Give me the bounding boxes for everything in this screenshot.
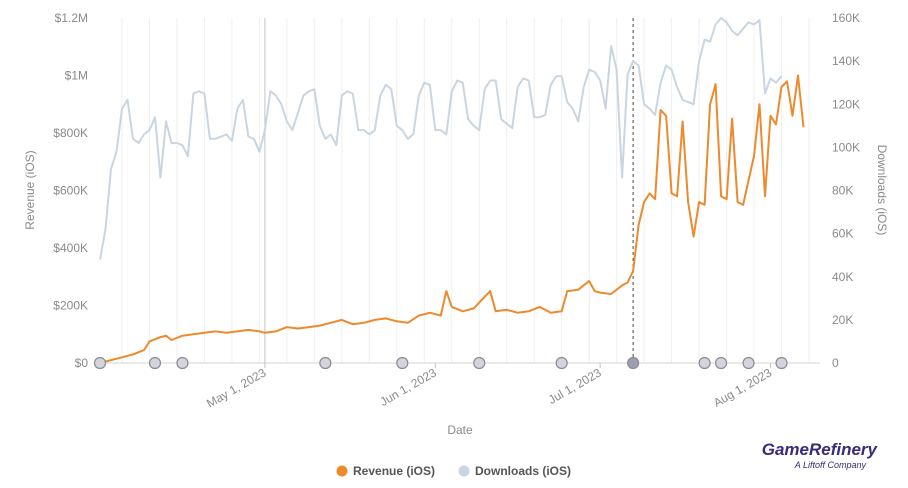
y-right-tick-label: 80K: [832, 184, 853, 198]
event-marker[interactable]: [742, 356, 755, 370]
legend-downloads-swatch: [458, 465, 470, 477]
y-right-tick-label: 60K: [832, 227, 853, 241]
brand-name: GameRefinery: [762, 440, 879, 459]
brand-logo: GameRefinery A Liftoff Company: [762, 440, 879, 470]
event-marker[interactable]: [148, 356, 162, 370]
y-right-tick-label: 100K: [832, 140, 860, 154]
y-axis-right-title: Downloads (iOS): [875, 145, 889, 236]
series-layer: [99, 17, 805, 364]
event-marker[interactable]: [319, 356, 332, 370]
revenue-line: [99, 74, 805, 364]
downloads-line: [99, 17, 783, 260]
legend-revenue-label: Revenue (iOS): [353, 464, 435, 478]
legend-item-revenue[interactable]: Revenue (iOS): [336, 464, 436, 478]
event-marker[interactable]: [396, 356, 409, 370]
reference-lines: [264, 18, 634, 363]
brand-tagline: A Liftoff Company: [794, 460, 867, 470]
y-right-tick-label: 20K: [832, 313, 853, 327]
x-axis: May 1, 2023 Jun 1, 2023 Jul 1, 2023 Aug 1, …: [204, 363, 774, 411]
y-right-tick-label: 40K: [832, 270, 853, 284]
event-marker[interactable]: [714, 356, 728, 370]
y-left-tick-label: $1M: [65, 69, 88, 83]
event-marker[interactable]: [775, 356, 788, 370]
x-tick-label: Jun 1, 2023: [377, 365, 439, 409]
y-right-tick-label: 0: [832, 356, 839, 370]
event-markers: [93, 356, 788, 370]
y-right-tick-label: 120K: [832, 97, 860, 111]
event-marker[interactable]: [698, 356, 711, 370]
x-axis-title: Date: [447, 423, 473, 437]
y-axis-left: $0 $200K $400K $600K $800K $1M $1.2M: [53, 11, 88, 370]
event-marker[interactable]: [176, 356, 189, 370]
event-marker[interactable]: [473, 356, 486, 370]
y-axis-right: 0 20K 40K 60K 80K 100K 120K 140K 160K: [832, 11, 860, 370]
y-left-tick-label: $1.2M: [55, 11, 88, 25]
grid: [100, 18, 820, 364]
event-marker[interactable]: [93, 356, 107, 370]
x-tick-label: May 1, 2023: [204, 365, 268, 410]
event-marker[interactable]: [555, 356, 568, 370]
y-left-tick-label: $0: [75, 356, 89, 370]
legend-downloads-label: Downloads (iOS): [475, 464, 571, 478]
y-right-tick-label: 140K: [832, 54, 860, 68]
y-left-tick-label: $600K: [53, 184, 88, 198]
y-left-tick-label: $400K: [53, 241, 88, 255]
x-tick-label: Jul 1, 2023: [546, 365, 604, 407]
legend: Revenue (iOS) Downloads (iOS): [336, 464, 572, 478]
y-left-tick-label: $200K: [53, 299, 88, 313]
y-right-tick-label: 160K: [832, 11, 860, 25]
y-axis-left-title: Revenue (iOS): [23, 150, 37, 229]
x-tick-label: Aug 1, 2023: [711, 365, 774, 410]
y-left-tick-label: $800K: [53, 126, 88, 140]
event-marker-highlighted[interactable]: [627, 356, 640, 370]
legend-revenue-swatch: [336, 465, 348, 477]
legend-item-downloads[interactable]: Downloads (iOS): [458, 464, 572, 478]
